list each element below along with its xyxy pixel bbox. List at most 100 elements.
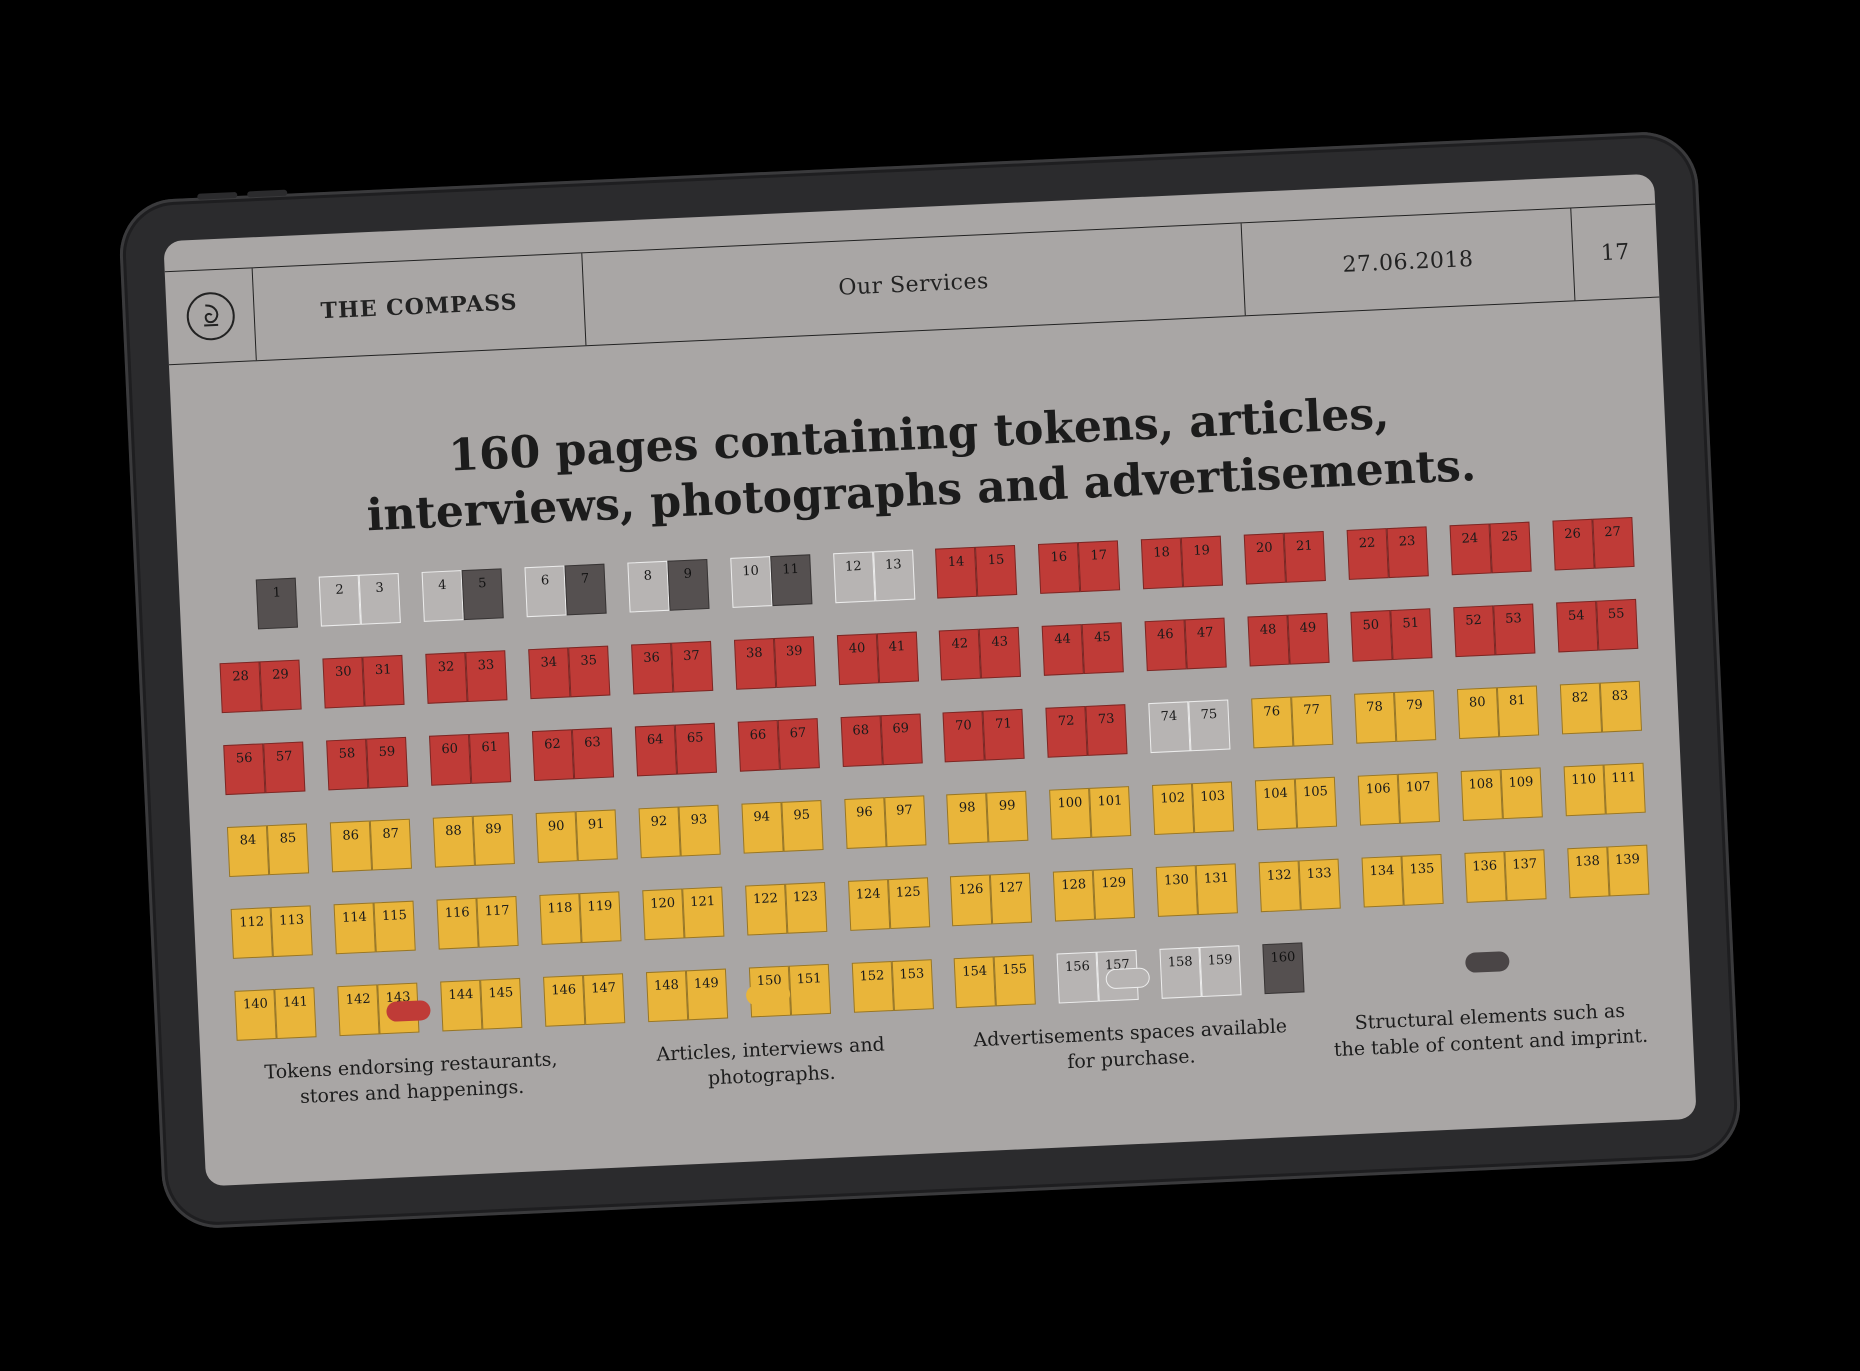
page-tile: 57 bbox=[263, 741, 306, 794]
page-spread: 74 75 bbox=[1137, 699, 1242, 754]
page-tile: 85 bbox=[267, 823, 310, 876]
page-tile: 83 bbox=[1599, 680, 1642, 733]
page-tile: 23 bbox=[1386, 526, 1429, 579]
page-tile: 19 bbox=[1180, 535, 1224, 588]
page-tile: 139 bbox=[1606, 844, 1650, 897]
page-spread: 90 91 bbox=[524, 809, 629, 864]
page-spread: 16 17 bbox=[1027, 540, 1132, 595]
page-tile: 94 bbox=[741, 801, 784, 854]
page-tile: 82 bbox=[1559, 682, 1602, 735]
page-tile: 125 bbox=[887, 877, 930, 930]
page-tile: 38 bbox=[733, 638, 776, 690]
page-tile: 63 bbox=[571, 727, 615, 780]
page-tile: 73 bbox=[1085, 704, 1128, 756]
legend-swatch-yellow bbox=[745, 983, 791, 1006]
legend-item-structural: Structural elements such as the table of… bbox=[1307, 944, 1671, 1064]
page-spread: 128 129 bbox=[1042, 867, 1147, 922]
legend-item-tokens: Tokens endorsing restaurants, stores and… bbox=[228, 993, 592, 1113]
page-spread: 114 115 bbox=[322, 900, 427, 955]
page-tile: 91 bbox=[575, 809, 618, 862]
page-tile: 75 bbox=[1188, 699, 1231, 752]
page-tile: 68 bbox=[840, 715, 883, 768]
page-tile: 31 bbox=[362, 654, 405, 707]
page-tile: 93 bbox=[678, 804, 721, 857]
page-tile: 44 bbox=[1041, 624, 1085, 676]
page-tile: 13 bbox=[872, 549, 915, 602]
page-tile: 124 bbox=[847, 879, 890, 931]
page-tile: 36 bbox=[630, 642, 674, 695]
page-tile: 69 bbox=[880, 713, 923, 766]
page-spread: 126 127 bbox=[939, 872, 1044, 927]
page-tile: 40 bbox=[836, 633, 879, 686]
page-tile: 71 bbox=[982, 708, 1026, 761]
page-tile: 49 bbox=[1287, 612, 1330, 665]
page-tile: 74 bbox=[1148, 701, 1191, 754]
page-tile: 131 bbox=[1195, 863, 1239, 916]
page-spread: 54 55 bbox=[1544, 598, 1649, 653]
page-tile: 48 bbox=[1247, 614, 1290, 667]
compass-logo-icon bbox=[185, 291, 236, 342]
magazine-header: THE COMPASS Our Services 27.06.2018 17 bbox=[164, 203, 1660, 366]
section-title: Our Services bbox=[582, 223, 1246, 346]
page-spread: 72 73 bbox=[1034, 704, 1139, 759]
page-tile: 17 bbox=[1078, 540, 1121, 593]
page-tile: 90 bbox=[535, 811, 578, 863]
page-spread: 130 131 bbox=[1144, 863, 1249, 918]
page-spread: 122 123 bbox=[733, 881, 838, 936]
page-spread: 106 107 bbox=[1346, 772, 1451, 827]
page-spread: 56 57 bbox=[212, 741, 317, 796]
page-tile: 106 bbox=[1357, 773, 1400, 826]
page-tile: 115 bbox=[373, 900, 417, 953]
page-spread: 28 29 bbox=[209, 659, 314, 714]
page-spread: 58 59 bbox=[315, 736, 420, 791]
page-spread: 48 49 bbox=[1236, 612, 1341, 667]
page-tile: 50 bbox=[1350, 610, 1393, 662]
page-tile: 122 bbox=[744, 883, 788, 936]
page-tile: 117 bbox=[476, 895, 519, 948]
page-tile: 14 bbox=[935, 546, 978, 599]
page-tile: 27 bbox=[1591, 516, 1635, 569]
page-spread: 92 93 bbox=[627, 804, 732, 859]
page-spread: 104 105 bbox=[1243, 776, 1348, 831]
page-tile: 96 bbox=[843, 797, 887, 849]
page-tile: 54 bbox=[1555, 600, 1598, 653]
page-tile: 110 bbox=[1563, 764, 1606, 817]
page-tile: 12 bbox=[832, 551, 875, 604]
page-tile: 64 bbox=[634, 724, 677, 777]
page-tile: 89 bbox=[472, 814, 516, 866]
page-tile: 108 bbox=[1460, 769, 1503, 821]
page-tile: 88 bbox=[432, 815, 476, 868]
page-tile: 112 bbox=[231, 907, 274, 959]
page-spread: 132 133 bbox=[1247, 858, 1352, 913]
page-tile: 66 bbox=[737, 719, 780, 772]
page-tile: 128 bbox=[1053, 869, 1096, 922]
page-tile: 52 bbox=[1452, 605, 1496, 658]
page-spread: 70 71 bbox=[931, 708, 1036, 763]
page-tile: 30 bbox=[322, 656, 365, 709]
page-spread: 80 81 bbox=[1445, 685, 1550, 740]
page-spread: 10 11 bbox=[719, 554, 824, 609]
page-tile: 3 bbox=[358, 572, 402, 625]
page-tile: 111 bbox=[1603, 762, 1646, 815]
page-tile: 92 bbox=[638, 806, 681, 859]
page-tile: 135 bbox=[1401, 853, 1444, 906]
issue-date: 27.06.2018 bbox=[1241, 208, 1576, 316]
page-spread: 38 39 bbox=[722, 636, 827, 691]
page-tile: 77 bbox=[1291, 694, 1334, 747]
page-tile: 35 bbox=[568, 645, 611, 698]
page-tile: 29 bbox=[259, 659, 303, 712]
page-spread: 108 109 bbox=[1449, 767, 1554, 822]
page-spread: 82 83 bbox=[1548, 680, 1653, 735]
page-spread: 102 103 bbox=[1141, 781, 1246, 836]
page-spread: 138 139 bbox=[1555, 844, 1660, 899]
page-spread: 84 85 bbox=[216, 823, 321, 878]
page-tile: 47 bbox=[1184, 617, 1227, 670]
page-tile: 21 bbox=[1283, 530, 1326, 583]
page-spread: 118 119 bbox=[528, 891, 633, 946]
page-tile: 137 bbox=[1504, 849, 1547, 902]
page-spread: 66 67 bbox=[726, 718, 831, 773]
page-tile: 119 bbox=[579, 891, 622, 944]
page-tile: 70 bbox=[942, 710, 986, 763]
page-tile: 11 bbox=[769, 554, 813, 607]
